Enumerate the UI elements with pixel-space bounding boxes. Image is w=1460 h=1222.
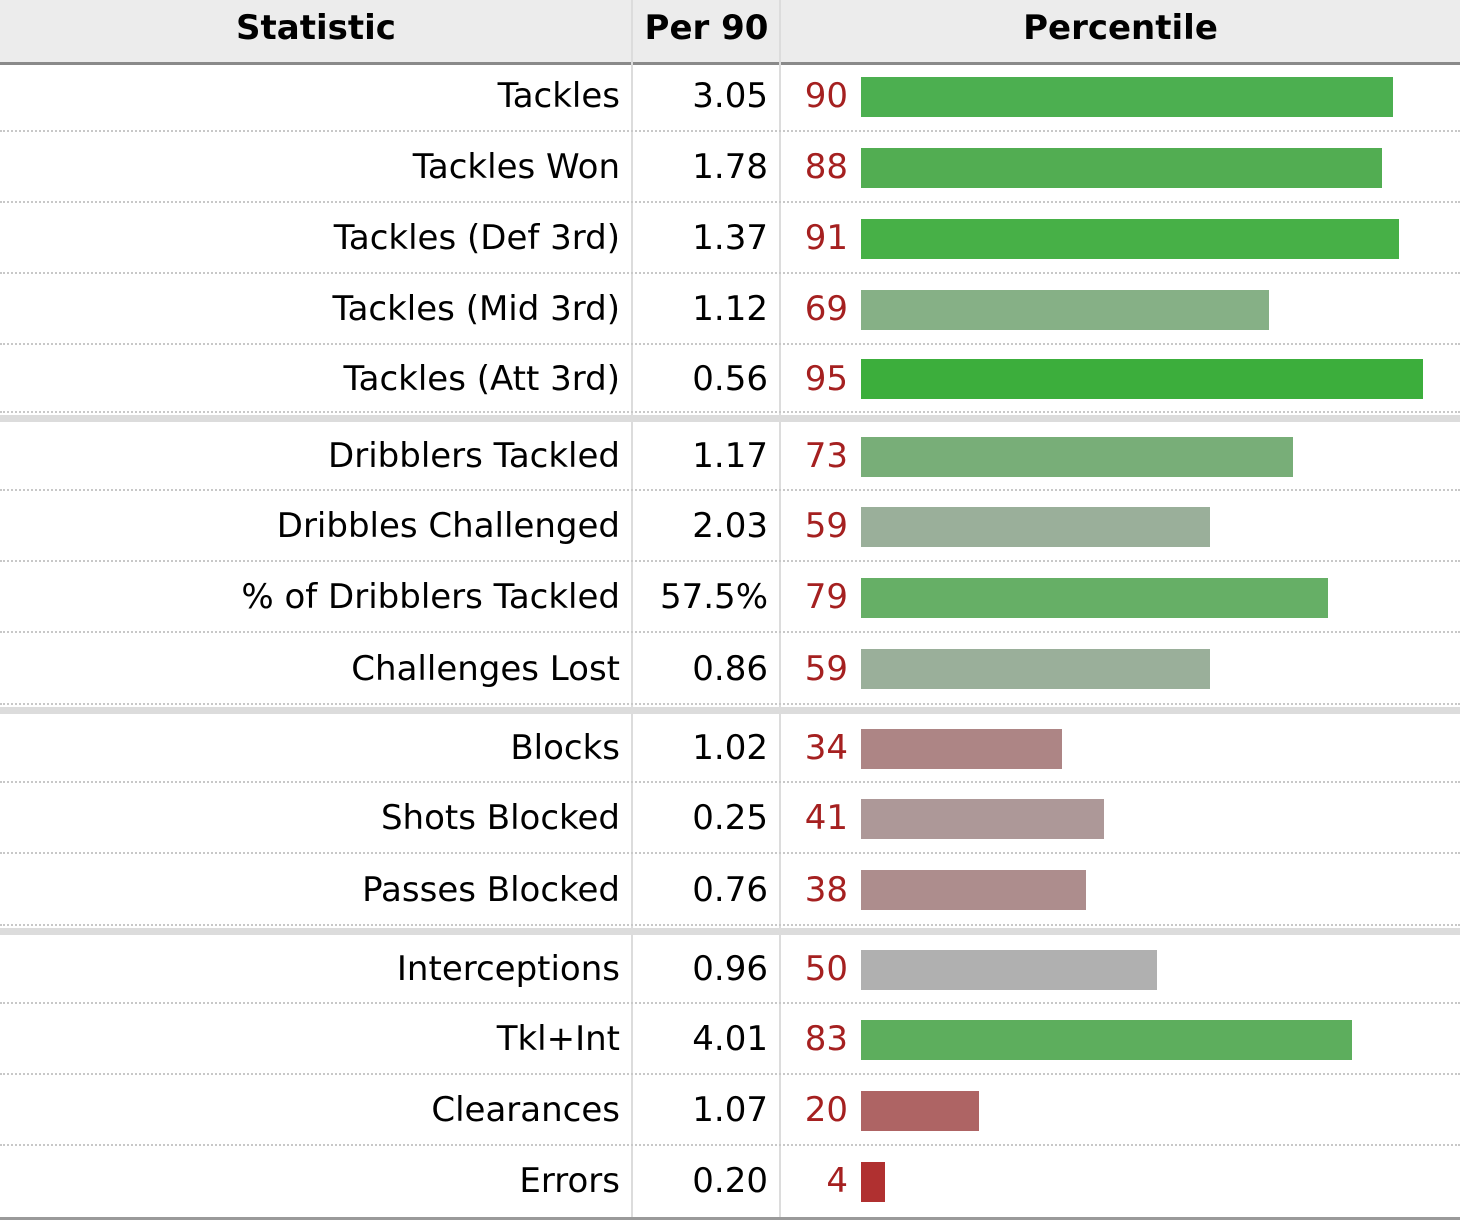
per90-value: 1.17 <box>692 436 768 476</box>
stat-name: Tackles (Att 3rd) <box>343 359 621 399</box>
per90-value: 1.07 <box>692 1090 768 1130</box>
per90-value: 2.03 <box>692 506 768 546</box>
percentile-bar <box>861 77 1393 117</box>
table-row: Challenges Lost 0.86 59 <box>0 635 1460 705</box>
per90-value: 3.05 <box>692 76 768 116</box>
column-divider-per90 <box>779 0 781 1218</box>
table-row: Tackles (Mid 3rd) 1.12 69 <box>0 276 1460 345</box>
percentile-bar <box>861 870 1086 910</box>
stat-name: Dribbles Challenged <box>276 506 620 546</box>
percentile-value: 88 <box>804 147 848 187</box>
stat-name: Shots Blocked <box>380 798 620 838</box>
percentile-bar <box>861 290 1269 330</box>
per90-value: 0.76 <box>692 870 768 910</box>
percentile-bar <box>861 219 1399 259</box>
per90-value: 1.02 <box>692 728 768 768</box>
percentile-value: 90 <box>804 76 848 116</box>
table-row: % of Dribblers Tackled 57.5% 79 <box>0 564 1460 633</box>
stat-name: Tackles Won <box>412 147 620 187</box>
percentile-value: 91 <box>804 218 848 258</box>
table-row: Blocks 1.02 34 <box>0 716 1460 783</box>
table-row: Tackles (Att 3rd) 0.56 95 <box>0 347 1460 413</box>
table-row: Interceptions 0.96 50 <box>0 937 1460 1004</box>
stat-name: Errors <box>519 1161 620 1201</box>
percentile-value: 59 <box>804 649 848 689</box>
table-row: Tkl+Int 4.01 83 <box>0 1006 1460 1075</box>
group-separator <box>0 928 1460 935</box>
table-row: Passes Blocked 0.76 38 <box>0 856 1460 926</box>
percentile-bar <box>861 1091 979 1131</box>
percentile-value: 34 <box>804 728 848 768</box>
stat-name: Challenges Lost <box>351 649 620 689</box>
percentile-bar <box>861 950 1157 990</box>
percentile-value: 69 <box>804 289 848 329</box>
group-separator <box>0 707 1460 714</box>
per90-value: 4.01 <box>692 1019 768 1059</box>
percentile-value: 41 <box>804 798 848 838</box>
percentile-bar <box>861 1162 885 1202</box>
table-row: Tackles 3.05 90 <box>0 63 1460 132</box>
column-divider-statistic <box>631 0 633 1218</box>
header-percentile[interactable]: Percentile <box>1023 8 1218 48</box>
group-separator <box>0 415 1460 422</box>
percentile-value: 73 <box>804 436 848 476</box>
per90-value: 57.5% <box>659 577 768 617</box>
stat-name: Tackles (Def 3rd) <box>333 218 620 258</box>
per90-value: 1.12 <box>692 289 768 329</box>
percentile-value: 20 <box>804 1090 848 1130</box>
percentile-value: 4 <box>826 1161 848 1201</box>
percentile-value: 59 <box>804 506 848 546</box>
table-row: Dribblers Tackled 1.17 73 <box>0 424 1460 491</box>
per90-value: 1.78 <box>692 147 768 187</box>
stat-name: Passes Blocked <box>362 870 620 910</box>
stat-name: Tackles <box>497 76 620 116</box>
per90-value: 0.86 <box>692 649 768 689</box>
percentile-bar <box>861 437 1293 477</box>
per90-value: 0.96 <box>692 949 768 989</box>
table-row: Clearances 1.07 20 <box>0 1077 1460 1146</box>
percentile-bar <box>861 799 1104 839</box>
table-bottom-border <box>0 1217 1460 1220</box>
table-row: Tackles (Def 3rd) 1.37 91 <box>0 205 1460 274</box>
stat-name: Clearances <box>431 1090 620 1130</box>
percentile-bar <box>861 507 1210 547</box>
header-per90[interactable]: Per 90 <box>644 8 769 48</box>
percentile-bar <box>861 1020 1352 1060</box>
percentile-value: 50 <box>804 949 848 989</box>
percentile-value: 38 <box>804 870 848 910</box>
percentile-bar <box>861 649 1210 689</box>
stat-name: Tkl+Int <box>496 1019 620 1059</box>
per90-value: 0.56 <box>692 359 768 399</box>
stat-name: Blocks <box>510 728 620 768</box>
percentile-value: 95 <box>804 359 848 399</box>
percentile-value: 79 <box>804 577 848 617</box>
percentile-bar <box>861 729 1062 769</box>
percentile-bar <box>861 148 1382 188</box>
per90-value: 0.20 <box>692 1161 768 1201</box>
stat-name: % of Dribblers Tackled <box>241 577 620 617</box>
stat-name: Dribblers Tackled <box>328 436 620 476</box>
header-statistic[interactable]: Statistic <box>236 8 396 48</box>
percentile-bar <box>861 359 1423 399</box>
table-header: Statistic Per 90 Percentile <box>0 0 1460 65</box>
percentile-bar <box>861 578 1328 618</box>
table-row: Errors 0.20 4 <box>0 1148 1460 1215</box>
table-row: Tackles Won 1.78 88 <box>0 134 1460 203</box>
stat-name: Interceptions <box>396 949 620 989</box>
per90-value: 1.37 <box>692 218 768 258</box>
percentile-value: 83 <box>804 1019 848 1059</box>
table-row: Dribbles Challenged 2.03 59 <box>0 493 1460 562</box>
stat-name: Tackles (Mid 3rd) <box>332 289 620 329</box>
per90-value: 0.25 <box>692 798 768 838</box>
table-row: Shots Blocked 0.25 41 <box>0 785 1460 854</box>
